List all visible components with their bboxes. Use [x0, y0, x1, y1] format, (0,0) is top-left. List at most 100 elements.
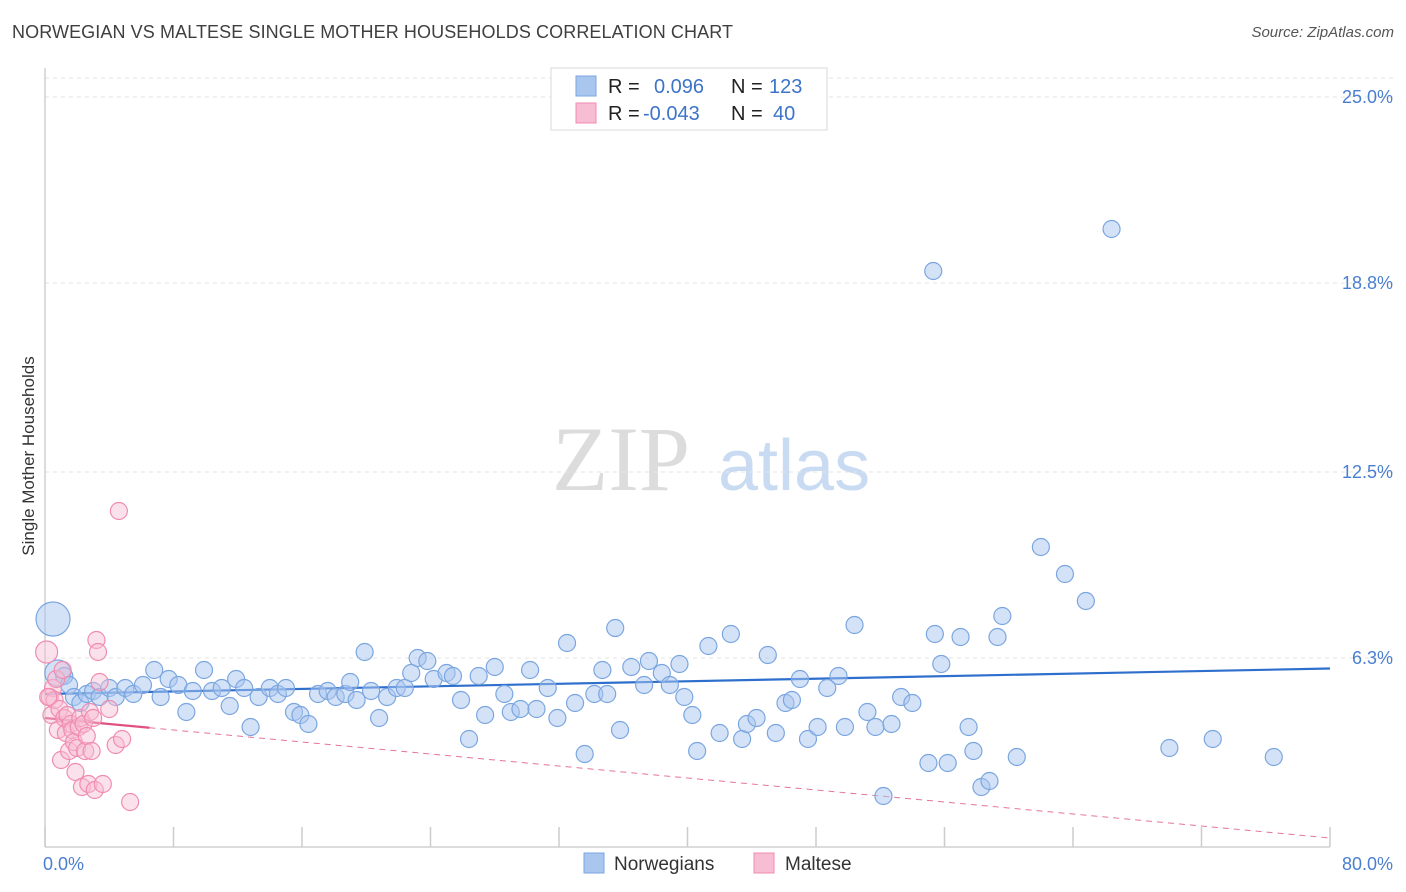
point-norwegians: [593, 660, 612, 680]
watermark-zip: ZIP: [552, 408, 690, 510]
point-maltese: [66, 762, 85, 782]
point-norwegians: [606, 618, 625, 638]
point-norwegians: [925, 624, 944, 644]
point-norwegians: [183, 681, 202, 701]
legend-maltese-label: Maltese: [785, 854, 852, 875]
point-norwegians: [341, 672, 360, 692]
point-norwegians: [1076, 591, 1095, 611]
point-norwegians: [790, 669, 810, 689]
point-norwegians: [683, 705, 702, 725]
legend-r-label-2: R =: [608, 103, 640, 125]
point-norwegians: [145, 660, 164, 680]
legend-n-label-1: N =: [731, 76, 763, 98]
point-maltese: [90, 672, 109, 692]
point-norwegians: [520, 660, 540, 680]
point-norwegians: [610, 720, 630, 740]
point-norwegians: [675, 687, 694, 707]
point-norwegians: [635, 675, 654, 695]
point-norwegians: [194, 660, 214, 680]
x-tick-label: 80.0%: [1342, 854, 1393, 874]
point-norwegians: [964, 741, 983, 761]
legend-norwegians-label: Norwegians: [614, 854, 714, 875]
point-norwegians: [485, 657, 504, 677]
point-norwegians: [721, 624, 740, 644]
legend-swatch-norwegians: [575, 75, 597, 97]
point-norwegians: [402, 663, 421, 683]
point-norwegians: [980, 771, 999, 791]
point-norwegians: [235, 678, 254, 698]
y-tick-label: 25.0%: [1342, 87, 1393, 107]
legend-r-value-2: -0.043: [643, 103, 700, 125]
point-norwegians: [538, 678, 557, 698]
point-norwegians: [35, 601, 71, 637]
point-norwegians: [845, 615, 864, 635]
y-tick-label: 12.5%: [1342, 462, 1393, 482]
axes: [44, 68, 1331, 848]
y-tick-label: 18.8%: [1342, 273, 1393, 293]
point-norwegians: [670, 654, 689, 674]
point-norwegians: [932, 654, 951, 674]
point-norwegians: [919, 753, 938, 773]
point-norwegians: [829, 666, 848, 686]
point-norwegians: [818, 678, 837, 698]
point-norwegians: [866, 717, 885, 737]
point-norwegians: [858, 702, 877, 722]
point-norwegians: [1203, 729, 1222, 749]
point-maltese: [82, 741, 101, 761]
point-norwegians: [688, 741, 707, 761]
point-norwegians: [766, 723, 785, 743]
stats-legend: R = 0.096 N = 123 R = -0.043 N = 40: [550, 67, 828, 131]
legend-box: [550, 67, 828, 131]
point-norwegians: [133, 675, 153, 695]
point-norwegians: [782, 690, 802, 710]
point-norwegians: [959, 717, 978, 737]
point-norwegians: [451, 690, 471, 710]
chart-title: NORWEGIAN VS MALTESE SINGLE MOTHER HOUSE…: [12, 22, 734, 42]
point-norwegians: [639, 651, 659, 671]
point-norwegians: [710, 723, 729, 743]
point-norwegians: [548, 708, 567, 728]
point-norwegians: [370, 708, 389, 728]
point-maltese: [88, 642, 108, 662]
tick-labels: 6.3% 12.5% 18.8% 25.0% 0.0% 80.0%: [43, 87, 1393, 874]
point-norwegians: [747, 708, 766, 728]
point-norwegians: [924, 261, 943, 281]
point-norwegians: [835, 717, 855, 737]
source-label: Source: ZipAtlas.com: [1251, 24, 1394, 41]
legend-r-label-1: R =: [608, 76, 640, 98]
point-norwegians: [177, 702, 196, 722]
point-norwegians: [598, 684, 617, 704]
legend-n-value-2: 40: [773, 103, 795, 125]
point-norwegians: [758, 645, 777, 665]
point-norwegians: [798, 729, 818, 749]
point-norwegians: [903, 693, 922, 713]
point-norwegians: [1264, 747, 1283, 767]
point-norwegians: [220, 696, 239, 716]
point-maltese: [77, 726, 96, 746]
watermark-atlas: atlas: [718, 426, 870, 506]
legend-n-label-2: N =: [731, 103, 763, 125]
legend-r-value-1: 0.096: [654, 76, 704, 98]
point-maltese: [76, 741, 95, 761]
point-norwegians: [1055, 564, 1075, 584]
point-maltese: [53, 660, 72, 680]
point-norwegians: [347, 690, 366, 710]
point-maltese: [84, 708, 103, 728]
point-norwegians: [557, 633, 577, 653]
point-maltese: [112, 729, 132, 749]
point-maltese: [100, 699, 119, 719]
point-norwegians: [511, 699, 530, 719]
point-norwegians: [299, 714, 318, 734]
point-norwegians: [495, 684, 514, 704]
point-norwegians: [808, 717, 827, 737]
point-norwegians: [660, 675, 679, 695]
point-norwegians: [565, 693, 585, 713]
point-norwegians: [469, 666, 488, 686]
point-norwegians: [622, 657, 641, 677]
point-norwegians: [575, 744, 594, 764]
point-norwegians: [276, 678, 296, 698]
point-norwegians: [151, 687, 170, 707]
point-maltese: [47, 669, 66, 689]
point-norwegians: [395, 678, 414, 698]
